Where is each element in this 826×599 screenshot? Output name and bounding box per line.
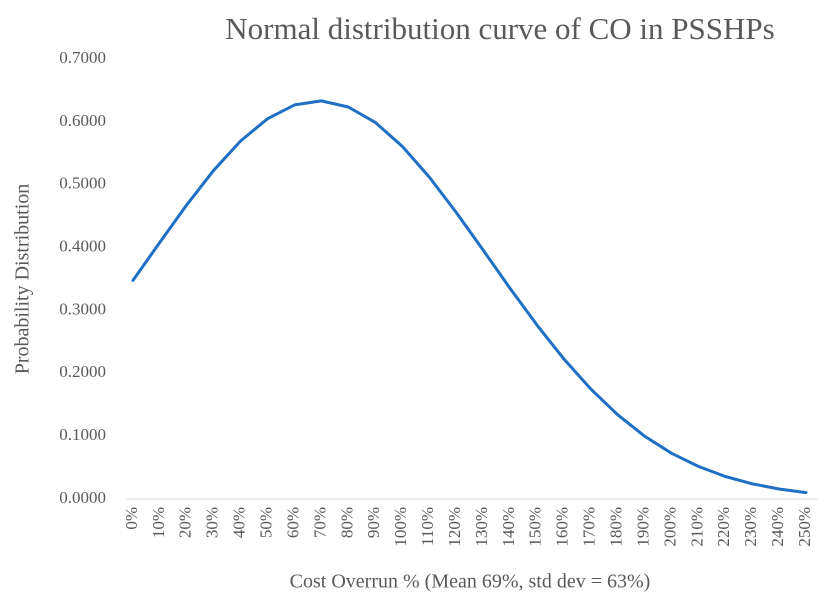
x-tick-label: 50%: [256, 507, 275, 538]
x-tick-label: 200%: [660, 507, 679, 547]
x-tick-label: 220%: [714, 507, 733, 547]
line: [131, 99, 808, 495]
y-tick-label: 0.0000: [59, 488, 106, 507]
x-tick-label: 120%: [445, 507, 464, 547]
x-tick-label: 160%: [553, 507, 572, 547]
x-tick-label: 130%: [472, 507, 491, 547]
y-tick-label: 0.4000: [59, 236, 106, 255]
x-tick-label: 100%: [391, 507, 410, 547]
x-tick-label: 240%: [768, 507, 787, 547]
y-tick-label: 0.3000: [59, 299, 106, 318]
x-tick-label: 170%: [580, 507, 599, 547]
y-tick-label: 0.1000: [59, 425, 106, 444]
x-tick-label: 190%: [633, 507, 652, 547]
x-tick-label: 80%: [337, 507, 356, 538]
x-tick-label: 210%: [687, 507, 706, 547]
x-tick-label: 70%: [310, 507, 329, 538]
x-axis-label: Cost Overrun % (Mean 69%, std dev = 63%): [290, 571, 651, 593]
y-tick-label: 0.7000: [59, 48, 106, 67]
y-axis-label: Probability Distribution: [12, 184, 34, 375]
x-tick-label: 0%: [122, 507, 141, 530]
y-tick-label: 0.2000: [59, 362, 106, 381]
x-tick-label: 30%: [203, 507, 222, 538]
x-tick-label: 250%: [795, 507, 814, 547]
x-tick-label: 180%: [606, 507, 625, 547]
x-tick-label: 230%: [741, 507, 760, 547]
x-tick-label: 60%: [283, 507, 302, 538]
x-tick-label: 150%: [526, 507, 545, 547]
y-tick-label: 0.5000: [59, 174, 106, 193]
x-tick-label: 20%: [176, 507, 195, 538]
x-tick-label: 140%: [499, 507, 518, 547]
x-tick-label: 110%: [418, 507, 437, 546]
x-tick-label: 40%: [230, 507, 249, 538]
x-tick-label: 90%: [364, 507, 383, 538]
y-tick-label: 0.6000: [59, 111, 106, 130]
x-tick-label: 10%: [149, 507, 168, 538]
chart-title: Normal distribution curve of CO in PSSHP…: [225, 11, 774, 46]
